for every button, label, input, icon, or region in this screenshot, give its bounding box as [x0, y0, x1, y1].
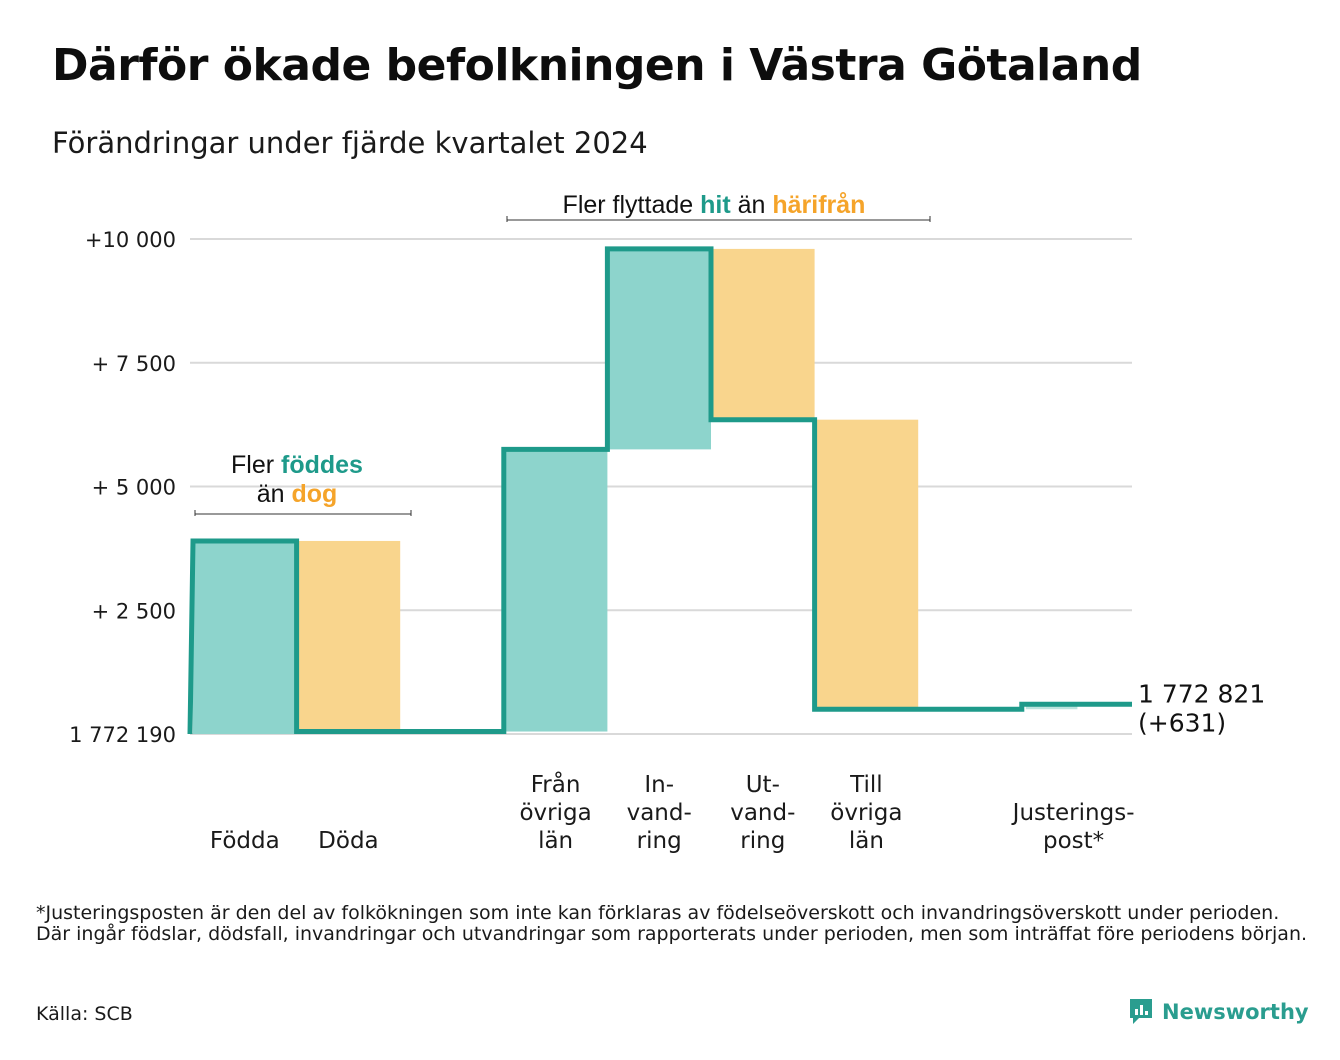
y-tick-label: + 5 000 [92, 476, 176, 500]
end-value-label: (+631) [1138, 708, 1226, 737]
annotation-migration-bracket [506, 216, 931, 222]
brand-name: Newsworthy [1162, 1000, 1309, 1024]
annotation-migration: Fler flyttade hit än härifrån [563, 191, 866, 219]
annotation-migration-highlight-in: hit [700, 191, 731, 219]
source: Källa: SCB [36, 1003, 133, 1025]
annotation-births-line2: än dog [257, 480, 338, 508]
category-label: ring [637, 828, 682, 854]
category-label: Justerings- [1011, 800, 1135, 826]
brand-logo: Newsworthy [1128, 998, 1309, 1026]
category-label: län [849, 828, 884, 854]
category-label: Födda [210, 828, 280, 854]
annotation-births-line1: Fler föddes [231, 451, 363, 479]
category-label: Döda [318, 828, 378, 854]
annotation-births-bracket [194, 510, 412, 516]
annotation-migration-highlight-out: härifrån [772, 191, 865, 219]
increase-bar [503, 449, 608, 732]
decrease-bar [814, 419, 919, 710]
decrease-bar [711, 248, 815, 420]
footnote: *Justeringsposten är den del av folkökni… [36, 902, 1308, 945]
newsworthy-icon [1130, 999, 1152, 1024]
y-tick-label: 1 772 190 [69, 723, 176, 747]
category-label: In- [644, 772, 674, 798]
annotation-births-highlight: föddes [281, 451, 363, 479]
category-label: post* [1043, 828, 1104, 854]
category-label: ring [740, 828, 785, 854]
category-label: övriga [830, 800, 902, 826]
y-tick-label: + 2 500 [92, 599, 176, 623]
increase-bar [607, 248, 711, 450]
y-tick-label: +10 000 [85, 228, 176, 252]
category-label: Ut- [746, 772, 780, 798]
chart-subtitle: Förändringar under fjärde kvartalet 2024 [52, 126, 648, 160]
category-label: län [538, 828, 573, 854]
y-tick-label: + 7 500 [92, 352, 176, 376]
decrease-bar [296, 540, 401, 732]
category-label: vand- [730, 800, 795, 826]
waterfall-chart: 1 772 190 + 2 500 + 5 000 + 7 500 +10 000 Fö… [69, 191, 1265, 854]
category-label: Från [531, 770, 581, 798]
category-label: Till [849, 772, 883, 798]
annotation-deaths-highlight: dog [291, 480, 337, 508]
category-label: övriga [519, 800, 591, 826]
end-value-label: 1 772 821 [1138, 679, 1265, 708]
increase-bar [193, 540, 297, 734]
category-label: vand- [627, 800, 692, 826]
running-total-line [187, 246, 1132, 735]
chart-title: Därför ökade befolkningen i Västra Götal… [52, 40, 1142, 91]
